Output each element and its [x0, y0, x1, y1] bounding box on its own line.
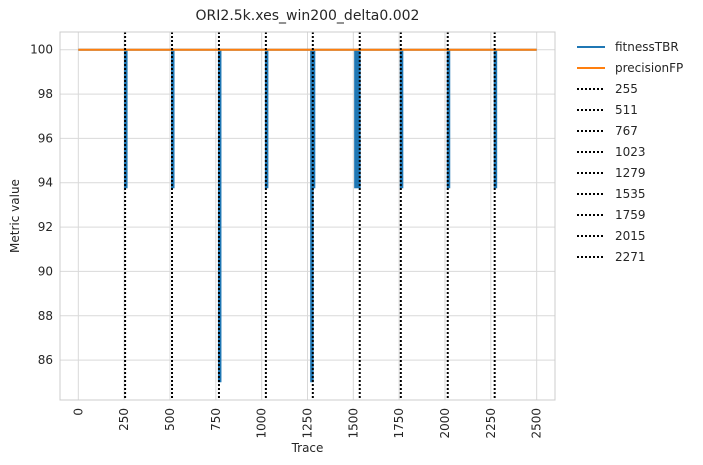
fitnessTBR-dip: [264, 49, 269, 189]
y-axis-label: Metric value: [8, 179, 22, 253]
x-tick-label: 1750: [392, 408, 406, 439]
legend: fitnessTBR precisionFP 255 511 767 1023 1279 15…: [577, 40, 683, 264]
legend-drift: 255: [577, 82, 638, 96]
legend-drift: 511: [577, 103, 638, 117]
legend-label: 255: [615, 82, 638, 96]
x-tick-label: 2000: [438, 408, 452, 439]
fitnessTBR-dip: [311, 49, 316, 189]
y-tick-label: 98: [38, 87, 53, 101]
legend-label: 1279: [615, 166, 646, 180]
y-tick-label: 100: [30, 43, 53, 57]
y-tick-labels: 86 88 90 92 94 96 98 100: [30, 43, 53, 367]
legend-drift: 1535: [577, 187, 646, 201]
legend-label: precisionFP: [615, 61, 683, 75]
y-tick-label: 94: [38, 176, 53, 190]
legend-drift: 2271: [577, 250, 646, 264]
x-tick-label: 0: [71, 408, 85, 416]
legend-drift: 2015: [577, 229, 646, 243]
y-tick-label: 92: [38, 220, 53, 234]
y-tick-label: 86: [38, 353, 53, 367]
legend-label: 1759: [615, 208, 646, 222]
x-tick-label: 2250: [484, 408, 498, 439]
fitnessTBR-dip: [124, 49, 128, 189]
x-tick-label: 2500: [530, 408, 544, 439]
x-tick-label: 1000: [255, 408, 269, 439]
fitnessTBR-dip: [171, 49, 175, 189]
x-tick-label: 500: [163, 408, 177, 431]
legend-label: 2271: [615, 250, 646, 264]
x-tick-labels: 0 250 500 750 1000 1250 1500 1750 2000 2250 2500: [71, 408, 543, 439]
legend-label: 511: [615, 103, 638, 117]
grid: [60, 32, 555, 400]
fitnessTBR-dip: [354, 49, 361, 189]
y-tick-label: 96: [38, 131, 53, 145]
legend-drift: 1023: [577, 145, 646, 159]
fitnessTBR-dip: [493, 49, 498, 189]
fitnessTBR-dip: [446, 49, 451, 189]
chart-title: ORI2.5k.xes_win200_delta0.002: [196, 8, 420, 24]
x-tick-label: 1250: [301, 408, 315, 439]
legend-label: 1023: [615, 145, 646, 159]
fitnessTBR-dip: [399, 49, 404, 189]
legend-label: 2015: [615, 229, 646, 243]
legend-drift: 1759: [577, 208, 646, 222]
legend-fitnessTBR: fitnessTBR: [577, 40, 679, 54]
legend-label: fitnessTBR: [615, 40, 679, 54]
legend-label: 767: [615, 124, 638, 138]
y-tick-label: 90: [38, 264, 53, 278]
plot-frame: [59, 31, 556, 401]
x-tick-label: 1500: [346, 408, 360, 439]
drift-lines: [124, 32, 496, 400]
legend-drift: 1279: [577, 166, 646, 180]
legend-precisionFP: precisionFP: [577, 61, 683, 75]
x-tick-label: 750: [209, 408, 223, 431]
legend-label: 1535: [615, 187, 646, 201]
x-tick-label: 250: [117, 408, 131, 431]
x-axis-label: Trace: [291, 441, 324, 455]
y-tick-label: 88: [38, 309, 53, 323]
legend-drift: 767: [577, 124, 638, 138]
